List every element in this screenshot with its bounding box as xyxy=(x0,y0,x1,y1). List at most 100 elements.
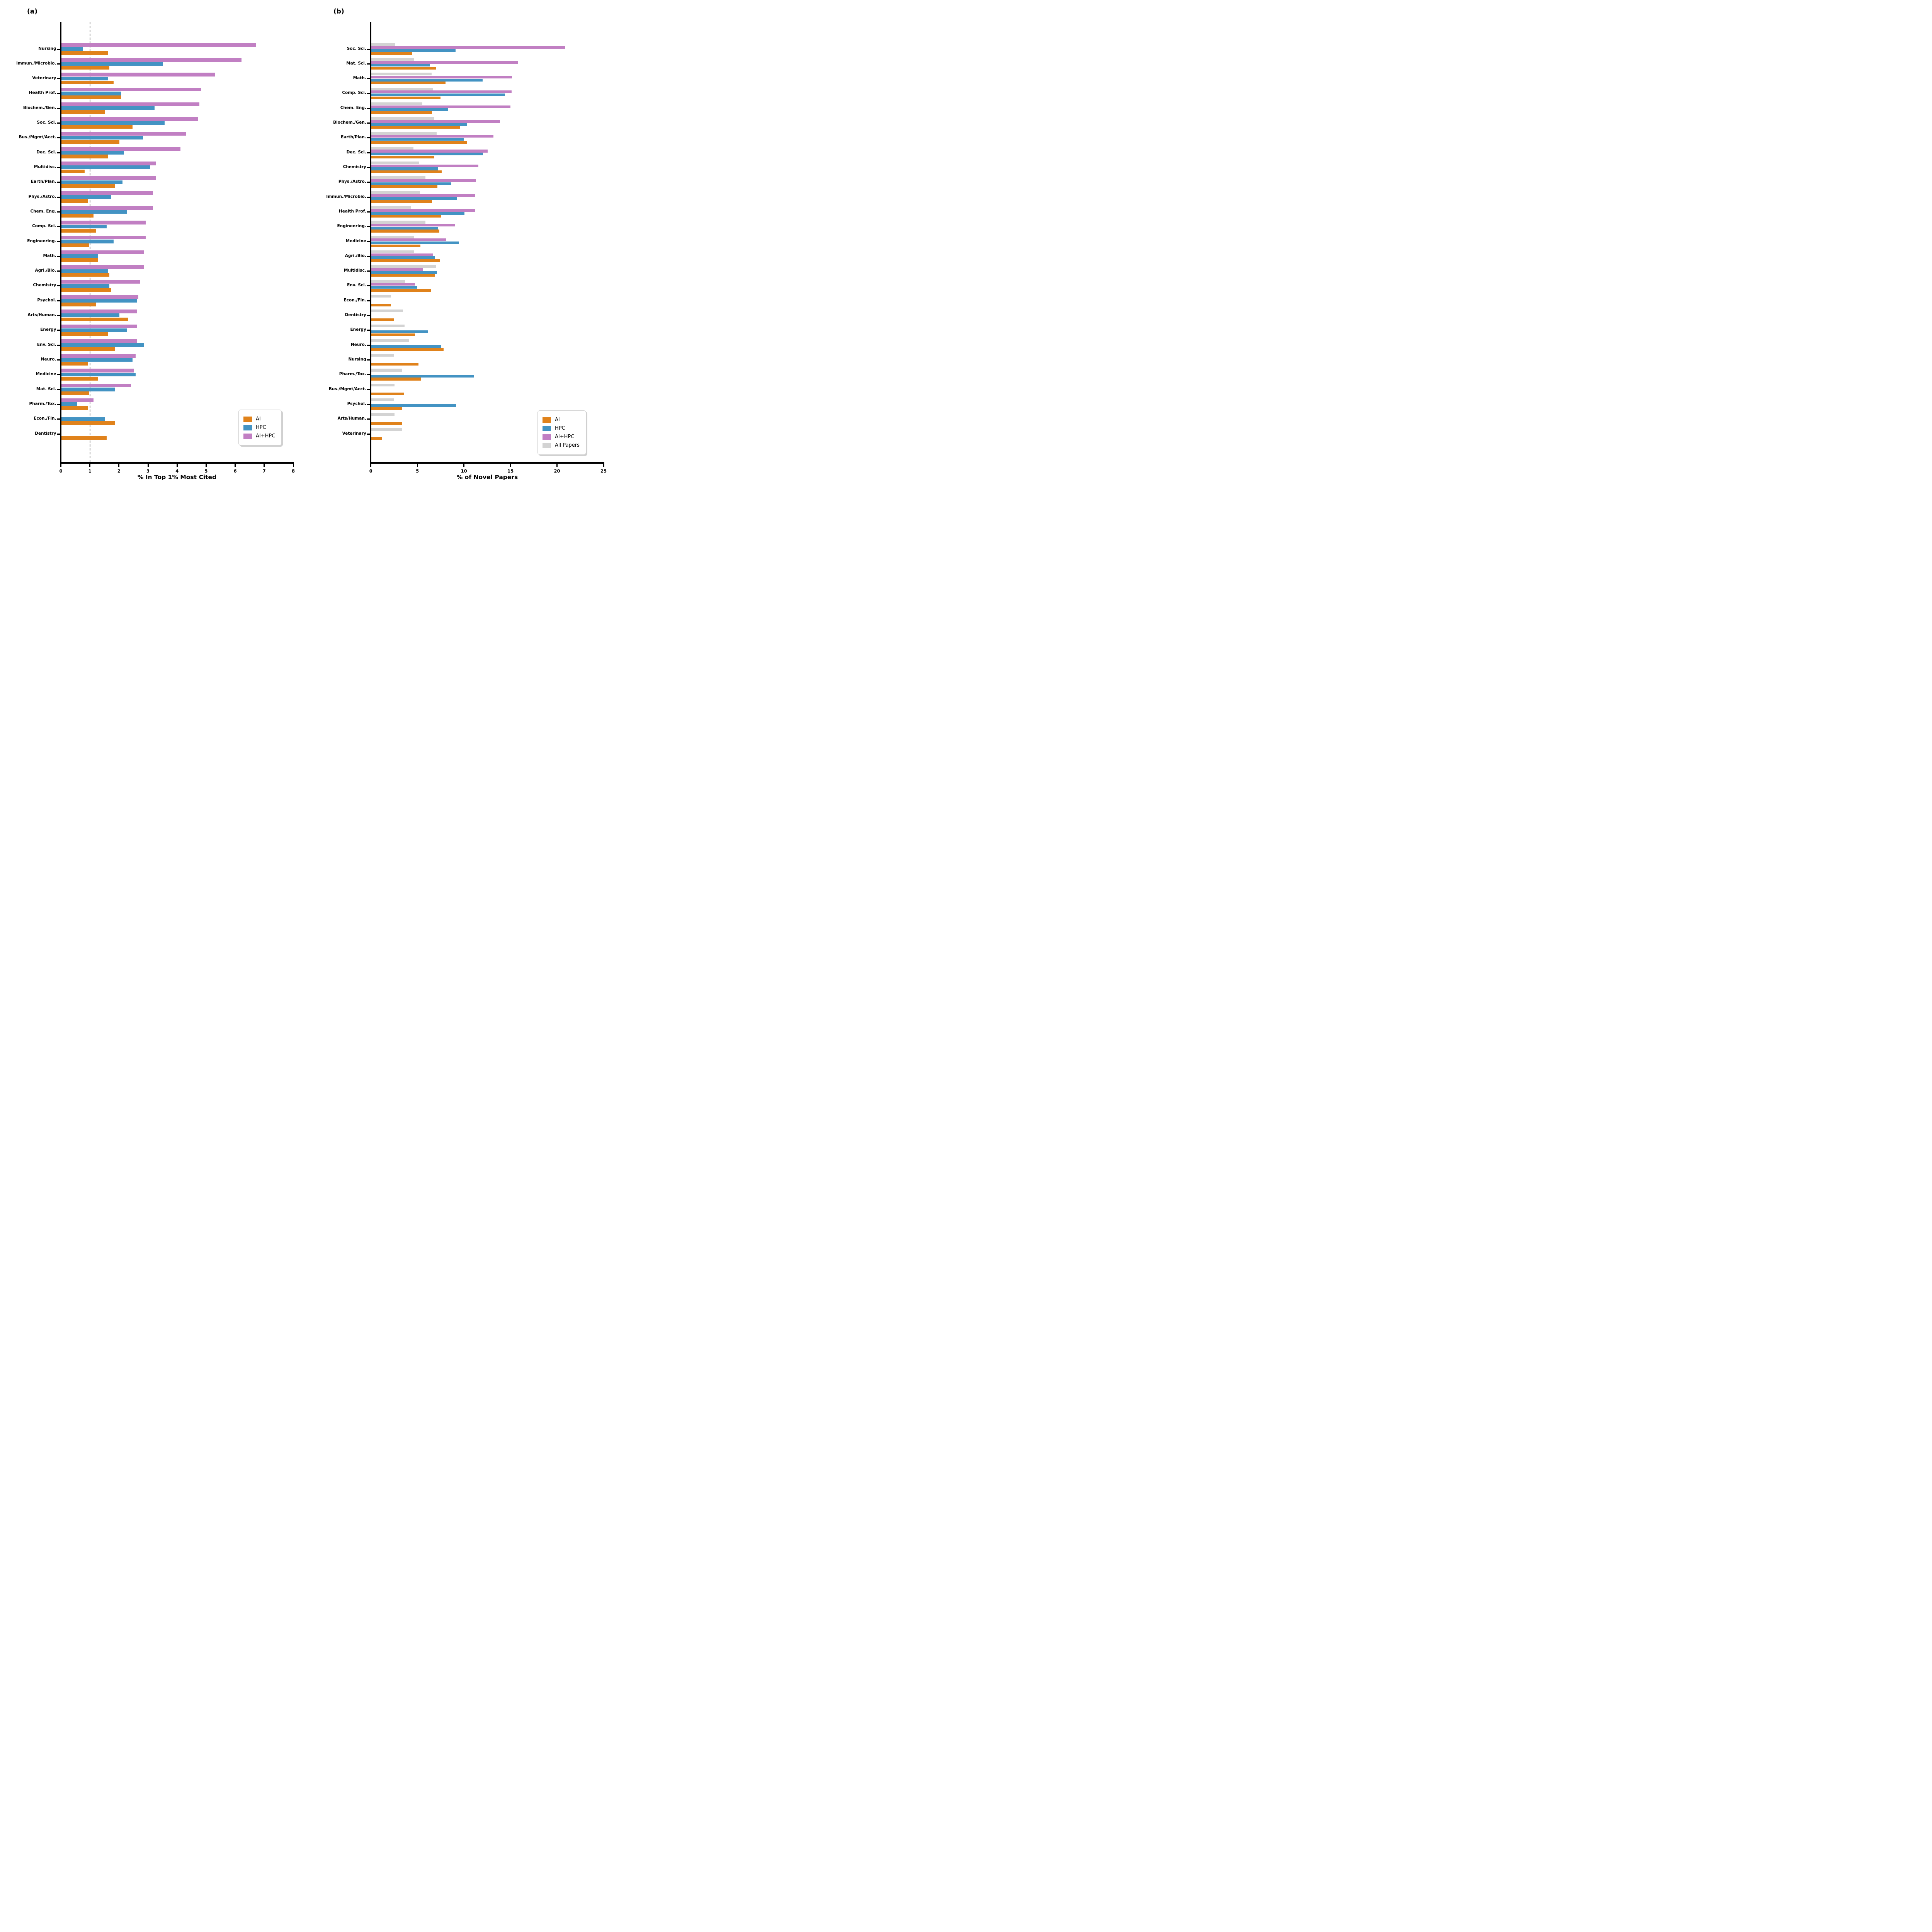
bar-hpc xyxy=(61,106,155,110)
bar-ai-hpc xyxy=(61,117,198,121)
y-tick-mark xyxy=(57,107,60,109)
category-label: Nursing xyxy=(38,46,56,51)
x-axis-spine xyxy=(60,462,294,464)
bar-hpc xyxy=(371,242,459,245)
category-label: Mat. Sci. xyxy=(346,61,366,66)
bar-hpc xyxy=(371,138,464,141)
bar-ai xyxy=(61,421,116,425)
x-tick-mark xyxy=(293,463,294,467)
bar-all-papers xyxy=(371,117,434,120)
bar-ai xyxy=(61,80,114,85)
category-label: Dentistry xyxy=(35,431,56,436)
category-label: Chem. Eng. xyxy=(340,105,366,110)
x-tick-mark xyxy=(205,463,207,467)
bar-hpc xyxy=(61,254,98,258)
bar-all-papers xyxy=(371,176,425,179)
bar-ai xyxy=(371,52,412,55)
bar-hpc xyxy=(61,165,150,170)
bar-ai xyxy=(61,243,89,247)
category-label: Multidisc. xyxy=(34,164,56,169)
legend-item-hpc: HPC xyxy=(543,425,580,431)
x-tick-mark xyxy=(118,463,120,467)
category-label: Chemistry xyxy=(343,164,366,169)
bar-ai xyxy=(371,407,402,410)
bar-ai xyxy=(61,169,85,173)
y-tick-mark xyxy=(367,137,371,139)
bar-ai-hpc xyxy=(61,294,139,299)
category-label: Earth/Plan. xyxy=(341,135,366,140)
y-tick-mark xyxy=(367,93,371,94)
category-label: Math. xyxy=(353,76,366,81)
bar-hpc xyxy=(371,345,441,348)
bar-ai xyxy=(371,363,418,366)
bar-ai xyxy=(61,376,98,381)
x-tick-label: 15 xyxy=(507,468,514,474)
y-tick-mark xyxy=(57,374,60,376)
bar-hpc xyxy=(61,417,105,421)
bar-hpc xyxy=(61,136,143,140)
legend-item-ai-hpc: AI+HPC xyxy=(543,434,580,440)
bar-ai xyxy=(371,185,438,188)
bar-hpc xyxy=(371,108,448,111)
bar-ai xyxy=(61,391,89,395)
bar-all-papers xyxy=(371,191,420,194)
panel-b-xaxis-title: % of Novel Papers xyxy=(456,474,518,481)
y-tick-mark xyxy=(57,211,60,213)
category-label: Agri./Bio. xyxy=(345,253,366,258)
bar-ai xyxy=(371,230,440,233)
y-tick-mark xyxy=(367,48,371,50)
x-tick-mark xyxy=(235,463,236,467)
bar-ai-hpc xyxy=(371,179,476,182)
category-label: Dentistry xyxy=(345,313,366,318)
bar-ai-hpc xyxy=(371,90,512,94)
category-label: Phys./Astro. xyxy=(28,194,56,199)
category-label: Multidisc. xyxy=(344,268,366,273)
category-label: Neuro. xyxy=(41,357,56,362)
bar-all-papers xyxy=(371,310,403,313)
bar-ai xyxy=(371,141,467,144)
y-tick-mark xyxy=(57,344,60,346)
bar-ai-hpc xyxy=(371,105,511,108)
category-label: Veterinary xyxy=(342,431,366,436)
category-label: Psychol. xyxy=(347,401,366,406)
x-tick-mark xyxy=(176,463,178,467)
y-tick-mark xyxy=(57,137,60,139)
bar-hpc xyxy=(61,343,145,347)
bar-ai xyxy=(61,362,88,366)
y-tick-mark xyxy=(57,359,60,361)
y-tick-mark xyxy=(57,389,60,390)
bar-all-papers xyxy=(371,413,395,416)
y-tick-mark xyxy=(367,78,371,80)
bar-ai xyxy=(61,228,97,233)
category-label: Mat. Sci. xyxy=(36,386,56,391)
bar-all-papers xyxy=(371,146,413,150)
x-tick-label: 6 xyxy=(233,468,237,474)
bar-all-papers xyxy=(371,280,405,283)
legend-swatch-all-papers xyxy=(543,442,551,448)
bar-ai-hpc xyxy=(371,150,488,153)
bar-ai xyxy=(61,110,105,114)
bar-ai xyxy=(61,258,98,262)
y-tick-mark xyxy=(367,182,371,183)
bar-ai-hpc xyxy=(371,268,423,271)
bar-hpc xyxy=(61,269,108,273)
bar-all-papers xyxy=(371,265,436,268)
bar-ai-hpc xyxy=(371,120,500,123)
y-tick-mark xyxy=(367,241,371,242)
bar-ai-hpc xyxy=(61,146,181,151)
category-label: Econ./Fin. xyxy=(34,416,56,421)
x-tick-mark xyxy=(603,463,604,467)
bar-all-papers xyxy=(371,398,395,401)
bar-hpc xyxy=(371,330,429,333)
figure: (a) (b) % In Top 1% Most Cited % of Nove… xyxy=(0,0,609,491)
bar-ai xyxy=(61,155,108,158)
x-axis-spine xyxy=(370,462,604,464)
category-label: Math. xyxy=(43,253,56,258)
bar-hpc xyxy=(61,121,165,125)
bar-ai xyxy=(371,66,436,70)
x-tick-mark xyxy=(556,463,558,467)
bar-ai xyxy=(61,347,116,351)
bar-ai xyxy=(61,332,108,336)
bar-ai-hpc xyxy=(371,75,512,79)
bar-ai-hpc xyxy=(371,46,565,49)
